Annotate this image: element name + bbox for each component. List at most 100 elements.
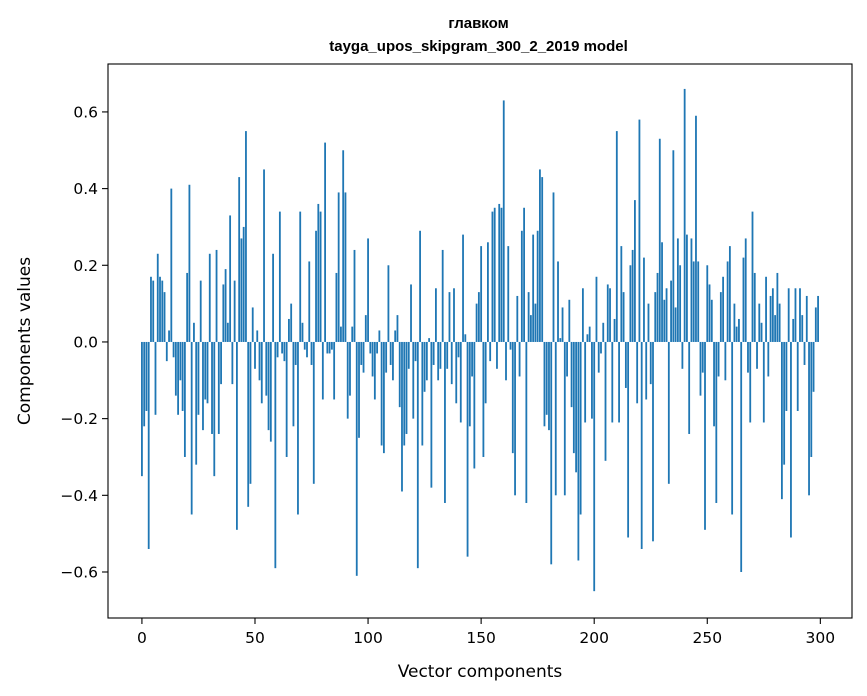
- y-tick-label: 0.2: [73, 257, 98, 275]
- y-tick-label: −0.2: [60, 410, 98, 428]
- bar-187: [563, 341, 566, 496]
- bar-293: [803, 341, 806, 365]
- bar-281: [776, 272, 779, 342]
- bar-267: [744, 238, 747, 342]
- bar-272: [756, 341, 758, 369]
- bar-139: [455, 341, 458, 404]
- bar-53: [260, 341, 263, 404]
- bar-237: [676, 238, 679, 342]
- bar-104: [376, 341, 379, 354]
- bar-158: [498, 203, 501, 342]
- bar-156: [493, 207, 496, 342]
- bar-288: [792, 318, 795, 342]
- bar-107: [382, 341, 385, 454]
- bar-220: [638, 119, 641, 342]
- bar-18: [181, 341, 184, 411]
- bar-55: [265, 341, 268, 396]
- bar-255: [717, 341, 720, 377]
- bar-87: [337, 192, 340, 342]
- y-tick-label: −0.4: [60, 487, 98, 505]
- bar-29: [206, 341, 209, 404]
- bar-182: [552, 192, 555, 342]
- bar-42: [236, 341, 238, 530]
- y-axis-ticks: −0.6 −0.4 −0.2 0.0 0.2 0.4 0.6: [60, 103, 108, 581]
- bar-250: [706, 265, 709, 342]
- x-tick-label: 250: [692, 629, 722, 647]
- bar-8: [159, 276, 161, 342]
- bar-121: [414, 341, 417, 362]
- bar-236: [674, 307, 677, 342]
- bar-58: [272, 253, 274, 342]
- bar-118: [407, 341, 410, 369]
- y-axis-label: Components values: [15, 257, 35, 425]
- bar-125: [423, 341, 426, 392]
- bar-166: [516, 295, 519, 342]
- bar-262: [733, 303, 736, 342]
- bar-50: [254, 341, 256, 369]
- bar-244: [692, 261, 695, 342]
- bar-294: [805, 295, 808, 342]
- bar-273: [758, 303, 761, 342]
- bar-270: [751, 211, 754, 342]
- bar-62: [281, 341, 284, 354]
- bar-204: [602, 322, 605, 342]
- x-axis-ticks: 0 50 100 150 200 250 300: [137, 618, 835, 647]
- bar-11: [165, 341, 168, 362]
- bar-19: [183, 341, 186, 457]
- chart-subtitle: tayga_upos_skipgram_300_2_2019 model: [329, 38, 628, 55]
- bar-111: [392, 341, 394, 381]
- bar-256: [719, 292, 722, 342]
- bar-287: [790, 341, 792, 538]
- bar-161: [505, 341, 507, 381]
- bar-4: [150, 276, 152, 342]
- bar-48: [249, 341, 252, 484]
- bar-56: [267, 341, 270, 431]
- bar-196: [584, 341, 587, 423]
- bar-86: [335, 272, 338, 342]
- bar-117: [405, 341, 408, 434]
- bar-127: [428, 338, 431, 342]
- bar-30: [208, 253, 211, 342]
- bar-233: [667, 341, 670, 484]
- bar-258: [724, 341, 727, 381]
- bar-22: [190, 341, 193, 515]
- bar-69: [297, 341, 299, 515]
- bar-52: [258, 341, 261, 381]
- bar-235: [672, 150, 675, 342]
- bar-191: [572, 341, 575, 454]
- bar-188: [566, 341, 568, 377]
- bar-249: [704, 341, 706, 530]
- bar-84: [330, 341, 333, 350]
- bar-99: [364, 315, 367, 342]
- bar-144: [466, 341, 469, 557]
- bar-120: [412, 341, 415, 419]
- bar-246: [697, 261, 700, 342]
- bar-200: [593, 341, 596, 592]
- bar-165: [514, 341, 516, 496]
- bar-94: [353, 249, 356, 342]
- bar-190: [570, 341, 573, 408]
- bar-153: [487, 242, 489, 342]
- bar-46: [245, 131, 247, 342]
- bar-33: [215, 249, 218, 342]
- bar-231: [663, 299, 666, 342]
- bar-7: [156, 253, 159, 342]
- y-tick-label: 0.4: [73, 180, 98, 198]
- bar-227: [654, 292, 657, 342]
- bar-83: [328, 341, 331, 354]
- bar-209: [613, 318, 616, 342]
- bar-169: [523, 207, 525, 342]
- bar-282: [778, 303, 781, 342]
- bar-126: [425, 341, 428, 381]
- bar-24: [195, 341, 198, 465]
- bar-238: [679, 265, 682, 342]
- bar-135: [446, 341, 449, 369]
- bar-85: [333, 341, 336, 400]
- bar-134: [444, 341, 446, 503]
- x-tick-label: 100: [353, 629, 383, 647]
- bar-97: [360, 341, 363, 365]
- bar-148: [475, 303, 478, 342]
- bar-143: [464, 334, 467, 342]
- bar-228: [656, 272, 659, 342]
- bar-178: [543, 341, 546, 427]
